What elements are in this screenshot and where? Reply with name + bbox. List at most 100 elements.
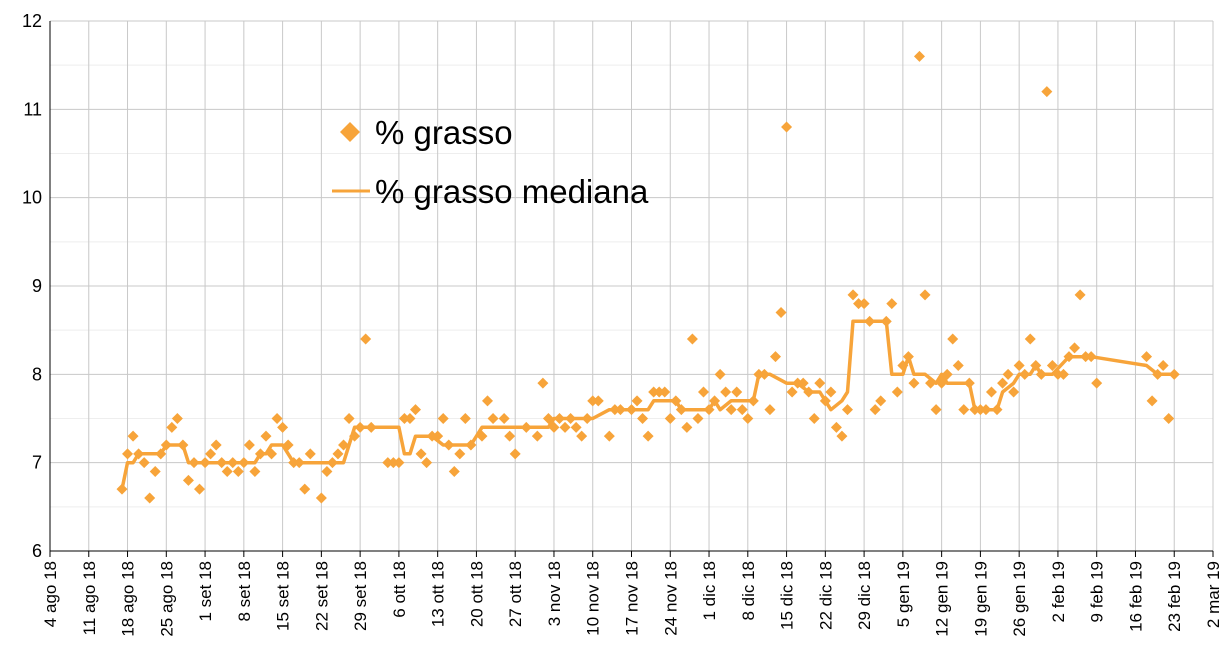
data-point [803,386,815,398]
data-point [554,413,566,424]
x-tick-label: 1 set 18 [196,561,215,622]
x-tick-label: 15 dic 18 [778,561,797,630]
data-point [753,368,765,380]
data-point [271,413,283,424]
x-tick-label: 27 ott 18 [506,561,525,627]
data-point [504,430,516,442]
data-point [864,315,876,327]
data-point [243,439,255,451]
y-tick-label: 9 [32,276,42,296]
data-point [1024,333,1036,345]
data-point [853,298,865,310]
data-point [321,466,333,477]
data-point [1041,86,1053,98]
data-point [487,413,499,424]
data-point [426,430,438,442]
data-point [847,289,859,301]
data-point [841,404,853,416]
x-tick-label: 26 gen 19 [1010,561,1029,637]
data-point [1168,368,1180,380]
data-point [199,457,211,469]
x-tick-label: 12 gen 19 [933,561,952,637]
data-point [891,386,903,398]
data-point [382,457,394,469]
x-tick-label: 23 feb 19 [1165,561,1184,632]
data-point [232,466,244,477]
x-tick-label: 20 ott 18 [467,561,486,627]
data-point [731,386,743,398]
axes: 6 7 8 9 10 11 12 4 ago 18 11 ago 18 18 ago 18 25 a… [22,11,1223,637]
data-point [459,413,471,424]
data-point [670,395,682,407]
data-point [1030,360,1042,371]
x-tick-label: 9 feb 19 [1088,561,1107,622]
data-point [797,377,809,389]
data-point [415,448,427,460]
data-point [958,404,970,416]
data-point [476,430,488,442]
data-point [576,430,588,442]
data-point [421,457,433,469]
data-point [997,377,1009,389]
data-point [709,395,721,407]
data-point [360,333,372,345]
x-tick-label: 29 dic 18 [855,561,874,630]
data-point [138,457,150,469]
x-tick-label: 4 ago 18 [41,561,60,627]
x-tick-label: 22 dic 18 [816,561,835,630]
x-tick-label: 2 mar 19 [1204,561,1223,628]
data-point [664,413,676,424]
x-tick-label: 25 ago 18 [157,561,176,637]
data-point [781,121,793,133]
x-tick-label: 24 nov 18 [661,561,680,636]
data-point [520,421,532,433]
data-point [913,50,925,62]
data-point [315,492,327,504]
data-point [260,430,272,442]
data-point [166,421,178,433]
data-point [282,439,294,451]
x-tick-label: 5 gen 19 [894,561,913,627]
data-point [293,457,305,469]
data-point [947,333,959,345]
data-point [1074,289,1086,301]
data-point [194,483,206,495]
data-point [974,404,986,416]
data-point [443,439,455,451]
data-point [548,421,560,433]
data-point [919,289,931,301]
data-point [398,413,410,424]
data-point [692,413,704,424]
data-point [498,413,510,424]
data-point [1002,368,1014,380]
data-point [437,413,449,424]
data-point [631,395,643,407]
data-point [565,413,577,424]
data-point [792,377,804,389]
x-tick-label: 1 dic 18 [700,561,719,621]
data-point [653,386,665,398]
data-point [1035,368,1047,380]
data-point [642,430,654,442]
data-point [410,404,422,416]
data-point [332,448,344,460]
x-tick-label: 3 nov 18 [545,561,564,626]
data-point [205,448,217,460]
data-point [155,448,167,460]
data-point [1057,368,1069,380]
x-tick-label: 11 ago 18 [80,561,99,635]
data-point [482,395,494,407]
data-point [338,439,350,451]
data-point [1091,377,1103,389]
x-tick-label: 22 set 18 [312,561,331,631]
data-point [393,457,405,469]
y-tick-label: 6 [32,541,42,561]
data-point [836,430,848,442]
data-point [465,439,477,451]
legend: % grasso % grasso mediana [332,114,649,210]
data-point [1019,368,1031,380]
data-point [266,448,278,460]
data-point [182,474,194,486]
data-point [703,404,715,416]
